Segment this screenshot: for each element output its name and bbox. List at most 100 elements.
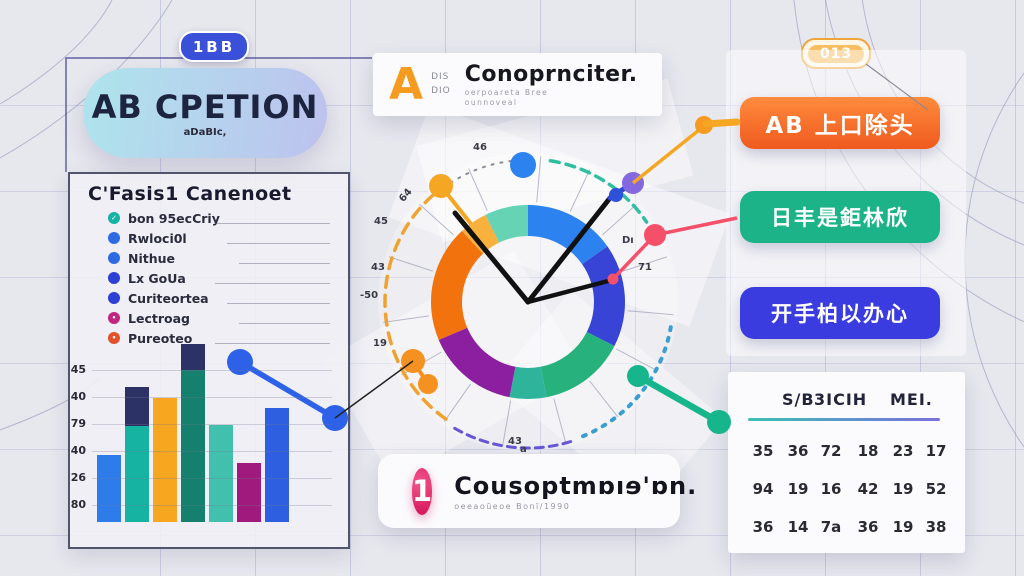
donut-tick-label: 46 [473, 142, 487, 153]
bar-gridline [92, 370, 332, 371]
bar [265, 408, 289, 522]
legend-dot-icon: ✓ [108, 212, 120, 224]
bar-segment [153, 398, 177, 522]
calendar-cell[interactable]: 17 [925, 442, 947, 460]
bar [125, 387, 149, 522]
bar-y-tick: 26 [70, 471, 86, 484]
bar-y-tick: 45 [70, 363, 86, 376]
legend-dot-icon [108, 252, 120, 264]
legend-item[interactable]: • Lectroag [108, 309, 190, 327]
calendar-header-3: MEI. [890, 390, 933, 409]
calendar-cell[interactable]: 72 [820, 442, 842, 460]
legend-item[interactable]: Nithue [108, 249, 175, 267]
legend-underline [215, 223, 330, 224]
donut-tick-label: -50 [360, 290, 379, 301]
calendar-cell[interactable]: 52 [925, 480, 947, 498]
top-card-sub2: ounnoveal [464, 98, 518, 107]
calendar-cell[interactable]: 94 [752, 480, 774, 498]
legend-item[interactable]: • Pureoteo [108, 329, 192, 347]
donut-tick-label: a [520, 444, 527, 455]
calendar-cell[interactable]: 19 [892, 480, 914, 498]
left-panel-title: C'Fasis1 Canenoet [88, 183, 292, 205]
badge-1bb[interactable]: 1BB [179, 31, 249, 62]
bar [181, 344, 205, 522]
bar-gridline [92, 397, 332, 398]
legend-item[interactable]: Curiteortea [108, 289, 209, 307]
calendar-card: S/B 3ICIH MEI. 35 36 72 18 23 17 94 19 16 42 19 52 3… [728, 372, 965, 553]
donut-tick-label: 19 [373, 338, 387, 349]
action-button-blue[interactable]: 开手柏以办心 [740, 287, 940, 339]
bar-y-tick: 40 [70, 390, 86, 403]
calendar-cell[interactable]: 36 [752, 518, 774, 536]
legend-underline [227, 303, 330, 304]
calendar-cell[interactable]: 23 [892, 442, 914, 460]
top-card-side-top: DIS [431, 72, 450, 82]
legend-dot-icon [108, 272, 120, 284]
hero-title: AB CPETION [91, 88, 319, 126]
action-button-orange[interactable]: AB 上口除头 [740, 97, 940, 149]
donut-tick-label: 71 [638, 262, 652, 273]
top-card-side-labels: DIS DIO [431, 71, 451, 98]
calendar-cell[interactable]: 35 [752, 442, 774, 460]
donut-tick-label: Dı [622, 235, 634, 246]
top-card: A DIS DIO Conoprnciter. oerpoareta Bree … [373, 53, 662, 116]
bar-segment [181, 370, 205, 522]
legend-label: Lx GoUa [128, 270, 186, 286]
donut-tick-label: 43 [371, 262, 385, 273]
legend-dot-icon [108, 232, 120, 244]
bar-segment [97, 455, 121, 522]
bar-y-tick: 40 [70, 444, 86, 457]
calendar-cell[interactable]: 16 [820, 480, 842, 498]
bar-segment [237, 463, 261, 522]
legend-underline [227, 243, 330, 244]
legend-label: Pureoteo [128, 330, 193, 346]
legend-item[interactable]: Rwloci0l [108, 229, 187, 247]
calendar-cell[interactable]: 36 [787, 442, 809, 460]
hero-subtitle: aDaBIc, [183, 127, 227, 138]
step-number-badge: 1 [412, 467, 433, 515]
calendar-cell[interactable]: 36 [857, 518, 879, 536]
donut-tick-label: 45 [374, 216, 388, 227]
bar [153, 398, 177, 522]
legend-dot-icon [108, 292, 120, 304]
calendar-cell[interactable]: 42 [857, 480, 879, 498]
calendar-cell[interactable]: 38 [925, 518, 947, 536]
top-card-sub1: oerpoareta Bree [464, 88, 549, 97]
legend-dot-icon: • [108, 312, 120, 324]
legend-label: bon 95ecCriy [128, 210, 220, 226]
calendar-cell[interactable]: 19 [892, 518, 914, 536]
legend-label: Lectroag [128, 310, 190, 326]
legend-underline [215, 283, 330, 284]
bar-cap [125, 387, 149, 426]
bar-y-tick: 79 [70, 417, 86, 430]
top-card-title: Conoprnciter. [464, 62, 638, 87]
bottom-card: 1 Cousoptmɒıɘ'ɒn. oeeaoūeoe Bonï/1990 [378, 454, 696, 528]
calendar-cell[interactable]: 19 [787, 480, 809, 498]
bar-gridline [92, 424, 332, 425]
bar-cap [181, 344, 205, 370]
bar-gridline [92, 505, 332, 506]
calendar-cell[interactable]: 18 [857, 442, 879, 460]
bar-segment [125, 426, 149, 522]
bar [97, 455, 121, 522]
legend-underline [215, 343, 330, 344]
bar [237, 463, 261, 522]
legend-underline [239, 263, 330, 264]
legend-label: Curiteortea [128, 290, 209, 306]
donut-tick-label: 43 [508, 436, 522, 447]
bar-y-tick: 80 [70, 498, 86, 511]
legend-item[interactable]: ✓ bon 95ecCriy [108, 209, 220, 227]
bottom-card-title: Cousoptmɒıɘ'ɒn. [454, 471, 698, 500]
calendar-cell[interactable]: 7a [820, 518, 842, 536]
bar [209, 425, 233, 522]
legend-item[interactable]: Lx GoUa [108, 269, 186, 287]
legend-underline [239, 323, 330, 324]
action-button-green[interactable]: 日丰是鉅林欣 [740, 191, 940, 243]
hero-pill: AB CPETION aDaBIc, [83, 68, 327, 158]
top-card-letter: A [389, 58, 424, 110]
calendar-cell[interactable]: 14 [787, 518, 809, 536]
legend-label: Nithue [128, 250, 175, 266]
calendar-header-underline [748, 418, 940, 421]
